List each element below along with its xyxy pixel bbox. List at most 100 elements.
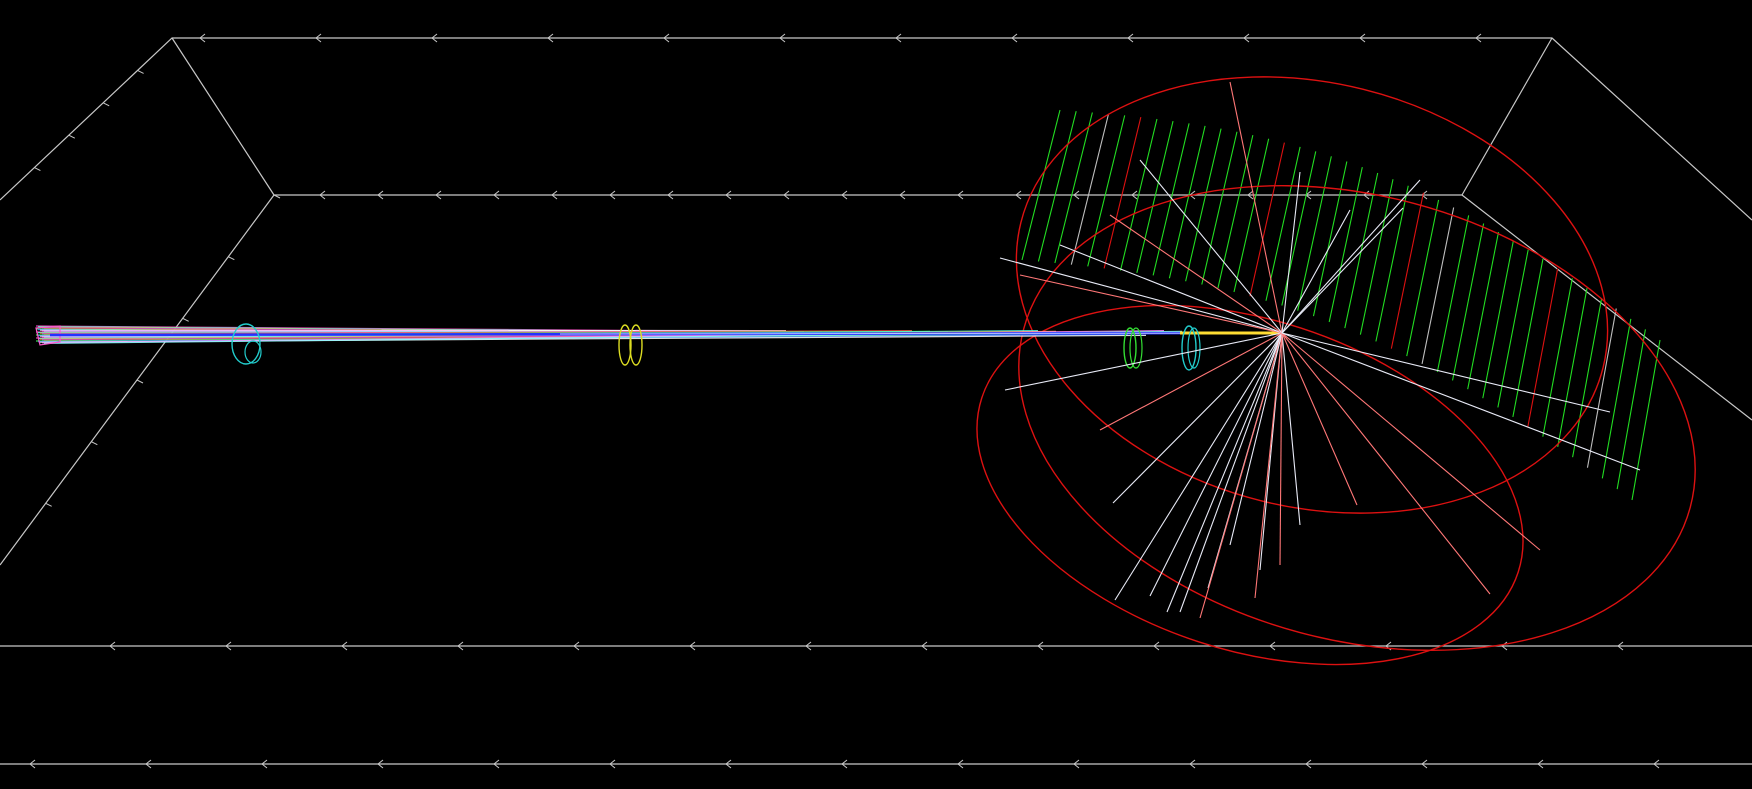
beam-ring <box>1181 325 1201 371</box>
secondary-track <box>1254 332 1283 599</box>
detector-slat <box>1249 142 1285 297</box>
tick-mark <box>841 759 848 769</box>
tick-mark <box>493 759 500 769</box>
tick-mark <box>899 190 906 200</box>
detector-slat <box>1436 215 1470 373</box>
secondary-track <box>1109 214 1283 334</box>
secondary-track <box>1059 244 1283 334</box>
detector-slat <box>1359 179 1394 335</box>
secondary-track <box>1149 332 1283 597</box>
detector-slat <box>1312 161 1348 317</box>
tick-mark <box>1037 641 1044 651</box>
beam-ring <box>1123 327 1143 369</box>
secondary-track <box>1099 332 1283 431</box>
tick-mark <box>199 33 206 43</box>
tick-mark <box>551 190 558 200</box>
tick-mark <box>431 33 438 43</box>
secondary-track <box>1281 332 1301 526</box>
detector-back-rim <box>1015 76 1609 514</box>
tick-mark <box>225 641 232 651</box>
tick-mark <box>547 33 554 43</box>
tick-mark <box>1073 190 1080 200</box>
detector-slat <box>1512 258 1544 418</box>
detector-slat <box>1572 298 1603 458</box>
secondary-track <box>1166 332 1283 613</box>
tick-mark <box>921 641 928 651</box>
tick-mark <box>341 641 348 651</box>
tick-mark <box>29 759 36 769</box>
tick-mark <box>228 256 235 261</box>
secondary-tracks <box>999 81 1641 619</box>
tick-mark <box>779 33 786 43</box>
secondary-track <box>1112 332 1283 504</box>
detector-slat <box>1152 123 1190 276</box>
tick-mark <box>783 190 790 200</box>
tick-mark <box>68 134 76 139</box>
beam-ring <box>618 324 643 366</box>
tick-mark <box>102 102 110 107</box>
detector-slat <box>1586 308 1617 468</box>
detector-slat <box>1406 199 1440 357</box>
detector-slat <box>1390 192 1424 349</box>
secondary-track <box>1139 159 1283 334</box>
tick-mark <box>261 759 268 769</box>
secondary-track <box>1229 81 1283 334</box>
secondary-track <box>1281 171 1301 334</box>
beam-ring <box>231 323 262 365</box>
detector-slat <box>1601 318 1632 479</box>
detector-slat <box>1103 116 1142 269</box>
tick-mark <box>841 190 848 200</box>
tick-mark <box>667 190 674 200</box>
tick-mark <box>1131 190 1138 200</box>
tick-mark <box>1011 33 1018 43</box>
tick-mark <box>805 641 812 651</box>
tick-mark <box>137 69 144 74</box>
tick-mark <box>377 759 384 769</box>
tick-mark <box>377 190 384 200</box>
tick-mark <box>609 759 616 769</box>
tick-mark <box>663 33 670 43</box>
detector-slat <box>1631 339 1661 501</box>
tick-mark <box>34 167 41 172</box>
tick-mark <box>1189 759 1196 769</box>
tick-mark <box>182 317 189 322</box>
tick-mark <box>315 33 322 43</box>
detector-inner-rim <box>1018 185 1696 651</box>
secondary-track <box>1281 179 1421 334</box>
detector-slat <box>1168 125 1206 279</box>
detector-slat <box>1421 207 1455 365</box>
tick-mark <box>1363 190 1370 200</box>
detector-slat <box>1482 240 1514 399</box>
tick-mark <box>1269 641 1276 651</box>
secondary-track <box>1004 332 1283 391</box>
secondary-track <box>1281 332 1358 506</box>
secondary-track <box>1279 332 1283 566</box>
tick-mark <box>1421 759 1428 769</box>
tick-mark <box>1501 641 1508 651</box>
detector-slat <box>1375 185 1409 342</box>
detector-slat <box>1037 111 1077 262</box>
detector-slat <box>1021 109 1061 261</box>
tick-mark <box>609 190 616 200</box>
tick-mark <box>957 759 964 769</box>
detector-slat <box>1542 278 1573 437</box>
detector-slat <box>1119 118 1158 271</box>
secondary-track <box>1281 332 1641 471</box>
detector-slat <box>1136 120 1174 273</box>
secondary-track <box>1114 332 1283 601</box>
secondary-track <box>1281 332 1541 551</box>
tick-mark <box>319 190 326 200</box>
tick-mark <box>1653 759 1660 769</box>
beam-rings <box>231 323 1201 371</box>
tick-mark <box>1247 190 1254 200</box>
tick-mark <box>45 502 52 507</box>
tick-mark <box>1127 33 1134 43</box>
tick-mark <box>435 190 442 200</box>
secondary-track <box>1281 332 1611 413</box>
detector-slat <box>1297 156 1332 311</box>
beam-track <box>559 332 1283 335</box>
detector-slat <box>1054 112 1093 264</box>
world-volume-box <box>0 33 1752 769</box>
